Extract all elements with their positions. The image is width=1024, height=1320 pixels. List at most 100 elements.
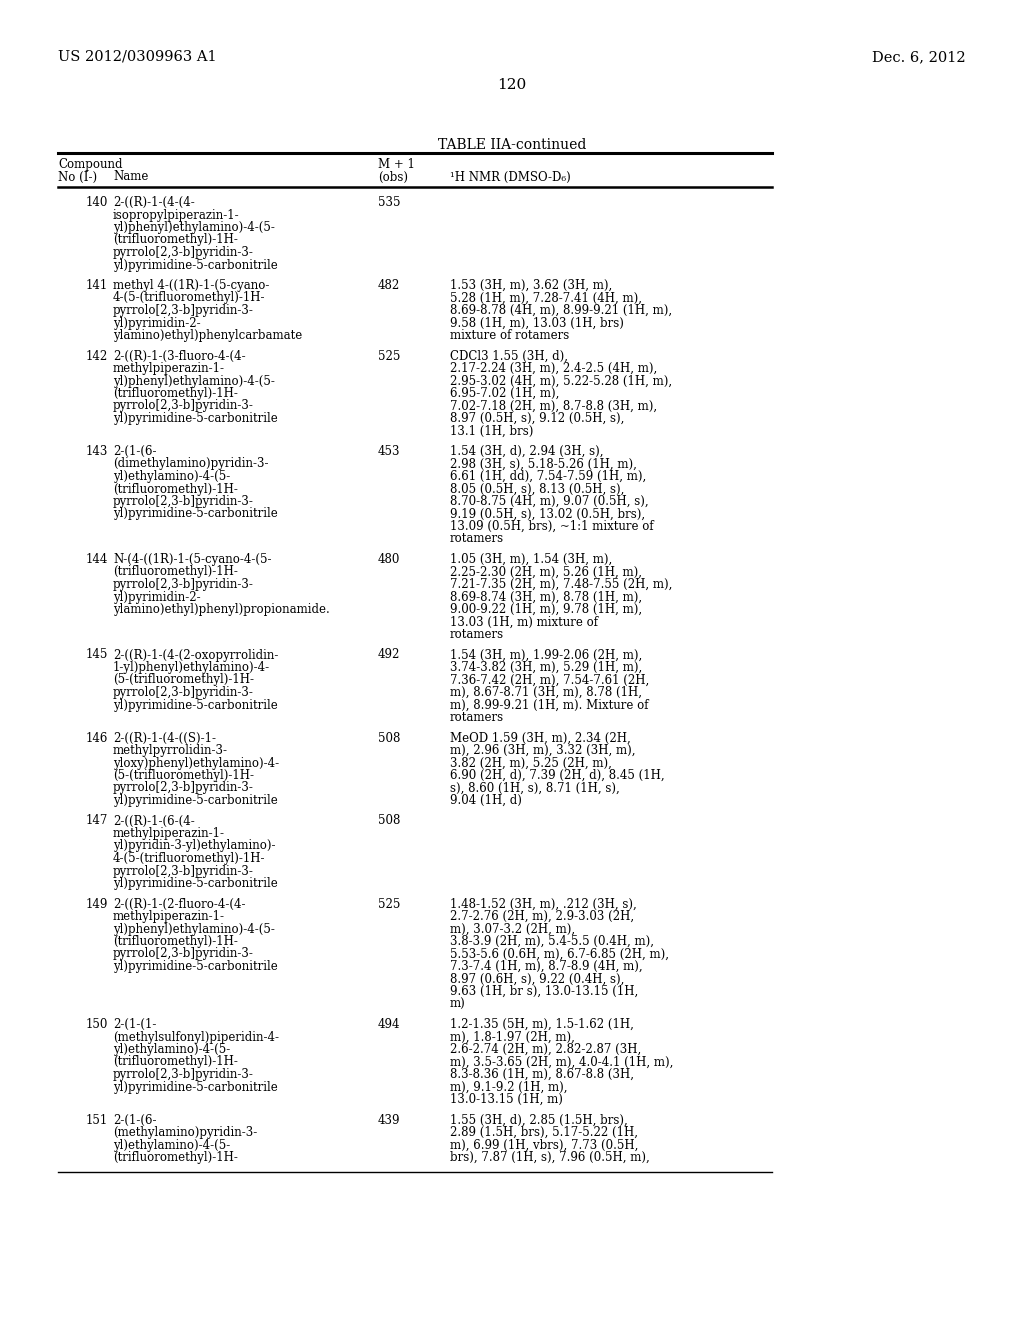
Text: Dec. 6, 2012: Dec. 6, 2012 <box>872 50 966 63</box>
Text: (methylamino)pyridin-3-: (methylamino)pyridin-3- <box>113 1126 257 1139</box>
Text: 9.19 (0.5H, s), 13.02 (0.5H, brs),: 9.19 (0.5H, s), 13.02 (0.5H, brs), <box>450 507 645 520</box>
Text: (trifluoromethyl)-1H-: (trifluoromethyl)-1H- <box>113 483 238 495</box>
Text: 8.05 (0.5H, s), 8.13 (0.5H, s),: 8.05 (0.5H, s), 8.13 (0.5H, s), <box>450 483 625 495</box>
Text: 9.63 (1H, br s), 13.0-13.15 (1H,: 9.63 (1H, br s), 13.0-13.15 (1H, <box>450 985 638 998</box>
Text: m), 8.99-9.21 (1H, m). Mixture of: m), 8.99-9.21 (1H, m). Mixture of <box>450 698 648 711</box>
Text: 482: 482 <box>378 279 400 292</box>
Text: 2.7-2.76 (2H, m), 2.9-3.03 (2H,: 2.7-2.76 (2H, m), 2.9-3.03 (2H, <box>450 909 634 923</box>
Text: 8.97 (0.6H, s), 9.22 (0.4H, s),: 8.97 (0.6H, s), 9.22 (0.4H, s), <box>450 973 625 986</box>
Text: 2-((R)-1-(2-fluoro-4-(4-: 2-((R)-1-(2-fluoro-4-(4- <box>113 898 246 911</box>
Text: methylpyrrolidin-3-: methylpyrrolidin-3- <box>113 744 228 756</box>
Text: (trifluoromethyl)-1H-: (trifluoromethyl)-1H- <box>113 234 238 247</box>
Text: pyrrolo[2,3-b]pyridin-3-: pyrrolo[2,3-b]pyridin-3- <box>113 948 254 961</box>
Text: 1.54 (3H, m), 1.99-2.06 (2H, m),: 1.54 (3H, m), 1.99-2.06 (2H, m), <box>450 648 642 661</box>
Text: 13.03 (1H, m) mixture of: 13.03 (1H, m) mixture of <box>450 615 598 628</box>
Text: 1-yl)phenyl)ethylamino)-4-: 1-yl)phenyl)ethylamino)-4- <box>113 661 270 675</box>
Text: MeOD 1.59 (3H, m), 2.34 (2H,: MeOD 1.59 (3H, m), 2.34 (2H, <box>450 731 631 744</box>
Text: 2-(1-(6-: 2-(1-(6- <box>113 445 157 458</box>
Text: Name: Name <box>113 170 148 183</box>
Text: 2-((R)-1-(4-((S)-1-: 2-((R)-1-(4-((S)-1- <box>113 731 216 744</box>
Text: mixture of rotamers: mixture of rotamers <box>450 329 569 342</box>
Text: 120: 120 <box>498 78 526 92</box>
Text: 151: 151 <box>86 1114 108 1126</box>
Text: (trifluoromethyl)-1H-: (trifluoromethyl)-1H- <box>113 935 238 948</box>
Text: 143: 143 <box>86 445 108 458</box>
Text: 5.53-5.6 (0.6H, m), 6.7-6.85 (2H, m),: 5.53-5.6 (0.6H, m), 6.7-6.85 (2H, m), <box>450 948 669 961</box>
Text: m), 9.1-9.2 (1H, m),: m), 9.1-9.2 (1H, m), <box>450 1081 567 1093</box>
Text: 3.74-3.82 (3H, m), 5.29 (1H, m),: 3.74-3.82 (3H, m), 5.29 (1H, m), <box>450 661 642 675</box>
Text: 6.61 (1H, dd), 7.54-7.59 (1H, m),: 6.61 (1H, dd), 7.54-7.59 (1H, m), <box>450 470 646 483</box>
Text: yl)pyrimidine-5-carbonitrile: yl)pyrimidine-5-carbonitrile <box>113 1081 278 1093</box>
Text: yl)pyrimidine-5-carbonitrile: yl)pyrimidine-5-carbonitrile <box>113 960 278 973</box>
Text: 1.53 (3H, m), 3.62 (3H, m),: 1.53 (3H, m), 3.62 (3H, m), <box>450 279 612 292</box>
Text: 2.6-2.74 (2H, m), 2.82-2.87 (3H,: 2.6-2.74 (2H, m), 2.82-2.87 (3H, <box>450 1043 641 1056</box>
Text: 2.17-2.24 (3H, m), 2.4-2.5 (4H, m),: 2.17-2.24 (3H, m), 2.4-2.5 (4H, m), <box>450 362 657 375</box>
Text: 2-((R)-1-(4-(4-: 2-((R)-1-(4-(4- <box>113 195 195 209</box>
Text: 150: 150 <box>86 1018 108 1031</box>
Text: pyrrolo[2,3-b]pyridin-3-: pyrrolo[2,3-b]pyridin-3- <box>113 1068 254 1081</box>
Text: yl)phenyl)ethylamino)-4-(5-: yl)phenyl)ethylamino)-4-(5- <box>113 923 274 936</box>
Text: (dimethylamino)pyridin-3-: (dimethylamino)pyridin-3- <box>113 458 268 470</box>
Text: pyrrolo[2,3-b]pyridin-3-: pyrrolo[2,3-b]pyridin-3- <box>113 246 254 259</box>
Text: methylpiperazin-1-: methylpiperazin-1- <box>113 362 225 375</box>
Text: 141: 141 <box>86 279 108 292</box>
Text: yl)pyrimidine-5-carbonitrile: yl)pyrimidine-5-carbonitrile <box>113 698 278 711</box>
Text: pyrrolo[2,3-b]pyridin-3-: pyrrolo[2,3-b]pyridin-3- <box>113 865 254 878</box>
Text: 2-(1-(6-: 2-(1-(6- <box>113 1114 157 1126</box>
Text: 508: 508 <box>378 814 400 828</box>
Text: m): m) <box>450 998 466 1011</box>
Text: 7.21-7.35 (2H, m), 7.48-7.55 (2H, m),: 7.21-7.35 (2H, m), 7.48-7.55 (2H, m), <box>450 578 673 591</box>
Text: 1.48-1.52 (3H, m), .212 (3H, s),: 1.48-1.52 (3H, m), .212 (3H, s), <box>450 898 637 911</box>
Text: rotamers: rotamers <box>450 532 504 545</box>
Text: M + 1: M + 1 <box>378 158 415 172</box>
Text: pyrrolo[2,3-b]pyridin-3-: pyrrolo[2,3-b]pyridin-3- <box>113 578 254 591</box>
Text: 8.3-8.36 (1H, m), 8.67-8.8 (3H,: 8.3-8.36 (1H, m), 8.67-8.8 (3H, <box>450 1068 634 1081</box>
Text: 535: 535 <box>378 195 400 209</box>
Text: 9.04 (1H, d): 9.04 (1H, d) <box>450 795 522 807</box>
Text: 1.05 (3H, m), 1.54 (3H, m),: 1.05 (3H, m), 1.54 (3H, m), <box>450 553 612 566</box>
Text: yl)ethylamino)-4-(5-: yl)ethylamino)-4-(5- <box>113 1043 230 1056</box>
Text: isopropylpiperazin-1-: isopropylpiperazin-1- <box>113 209 240 222</box>
Text: m), 3.5-3.65 (2H, m), 4.0-4.1 (1H, m),: m), 3.5-3.65 (2H, m), 4.0-4.1 (1H, m), <box>450 1056 674 1068</box>
Text: 142: 142 <box>86 350 108 363</box>
Text: 2-((R)-1-(6-(4-: 2-((R)-1-(6-(4- <box>113 814 195 828</box>
Text: m), 2.96 (3H, m), 3.32 (3H, m),: m), 2.96 (3H, m), 3.32 (3H, m), <box>450 744 636 756</box>
Text: 149: 149 <box>86 898 108 911</box>
Text: 525: 525 <box>378 898 400 911</box>
Text: yl)pyrimidin-2-: yl)pyrimidin-2- <box>113 317 201 330</box>
Text: m), 1.8-1.97 (2H, m),: m), 1.8-1.97 (2H, m), <box>450 1031 574 1044</box>
Text: (5-(trifluoromethyl)-1H-: (5-(trifluoromethyl)-1H- <box>113 673 254 686</box>
Text: 2-((R)-1-(3-fluoro-4-(4-: 2-((R)-1-(3-fluoro-4-(4- <box>113 350 246 363</box>
Text: 147: 147 <box>86 814 108 828</box>
Text: (methylsulfonyl)piperidin-4-: (methylsulfonyl)piperidin-4- <box>113 1031 279 1044</box>
Text: pyrrolo[2,3-b]pyridin-3-: pyrrolo[2,3-b]pyridin-3- <box>113 781 254 795</box>
Text: 9.58 (1H, m), 13.03 (1H, brs): 9.58 (1H, m), 13.03 (1H, brs) <box>450 317 624 330</box>
Text: yl)ethylamino)-4-(5-: yl)ethylamino)-4-(5- <box>113 1138 230 1151</box>
Text: (trifluoromethyl)-1H-: (trifluoromethyl)-1H- <box>113 1151 238 1164</box>
Text: TABLE IIA-continued: TABLE IIA-continued <box>438 139 586 152</box>
Text: 4-(5-(trifluoromethyl)-1H-: 4-(5-(trifluoromethyl)-1H- <box>113 292 265 305</box>
Text: 4-(5-(trifluoromethyl)-1H-: 4-(5-(trifluoromethyl)-1H- <box>113 851 265 865</box>
Text: 439: 439 <box>378 1114 400 1126</box>
Text: methylpiperazin-1-: methylpiperazin-1- <box>113 828 225 840</box>
Text: 5.28 (1H, m), 7.28-7.41 (4H, m),: 5.28 (1H, m), 7.28-7.41 (4H, m), <box>450 292 642 305</box>
Text: yl)pyrimidine-5-carbonitrile: yl)pyrimidine-5-carbonitrile <box>113 412 278 425</box>
Text: 3.8-3.9 (2H, m), 5.4-5.5 (0.4H, m),: 3.8-3.9 (2H, m), 5.4-5.5 (0.4H, m), <box>450 935 654 948</box>
Text: 7.02-7.18 (2H, m), 8.7-8.8 (3H, m),: 7.02-7.18 (2H, m), 8.7-8.8 (3H, m), <box>450 400 657 412</box>
Text: m), 3.07-3.2 (2H, m),: m), 3.07-3.2 (2H, m), <box>450 923 575 936</box>
Text: yloxy)phenyl)ethylamino)-4-: yloxy)phenyl)ethylamino)-4- <box>113 756 280 770</box>
Text: 8.69-8.74 (3H, m), 8.78 (1H, m),: 8.69-8.74 (3H, m), 8.78 (1H, m), <box>450 590 642 603</box>
Text: 7.3-7.4 (1H, m), 8.7-8.9 (4H, m),: 7.3-7.4 (1H, m), 8.7-8.9 (4H, m), <box>450 960 643 973</box>
Text: 13.09 (0.5H, brs), ~1:1 mixture of: 13.09 (0.5H, brs), ~1:1 mixture of <box>450 520 653 533</box>
Text: 480: 480 <box>378 553 400 566</box>
Text: 2.89 (1.5H, brs), 5.17-5.22 (1H,: 2.89 (1.5H, brs), 5.17-5.22 (1H, <box>450 1126 638 1139</box>
Text: 1.54 (3H, d), 2.94 (3H, s),: 1.54 (3H, d), 2.94 (3H, s), <box>450 445 603 458</box>
Text: 2.95-3.02 (4H, m), 5.22-5.28 (1H, m),: 2.95-3.02 (4H, m), 5.22-5.28 (1H, m), <box>450 375 672 388</box>
Text: 146: 146 <box>86 731 108 744</box>
Text: pyrrolo[2,3-b]pyridin-3-: pyrrolo[2,3-b]pyridin-3- <box>113 495 254 508</box>
Text: ylamino)ethyl)phenyl)propionamide.: ylamino)ethyl)phenyl)propionamide. <box>113 603 330 616</box>
Text: yl)pyrimidine-5-carbonitrile: yl)pyrimidine-5-carbonitrile <box>113 507 278 520</box>
Text: (trifluoromethyl)-1H-: (trifluoromethyl)-1H- <box>113 1056 238 1068</box>
Text: 7.36-7.42 (2H, m), 7.54-7.61 (2H,: 7.36-7.42 (2H, m), 7.54-7.61 (2H, <box>450 673 649 686</box>
Text: yl)pyridin-3-yl)ethylamino)-: yl)pyridin-3-yl)ethylamino)- <box>113 840 275 853</box>
